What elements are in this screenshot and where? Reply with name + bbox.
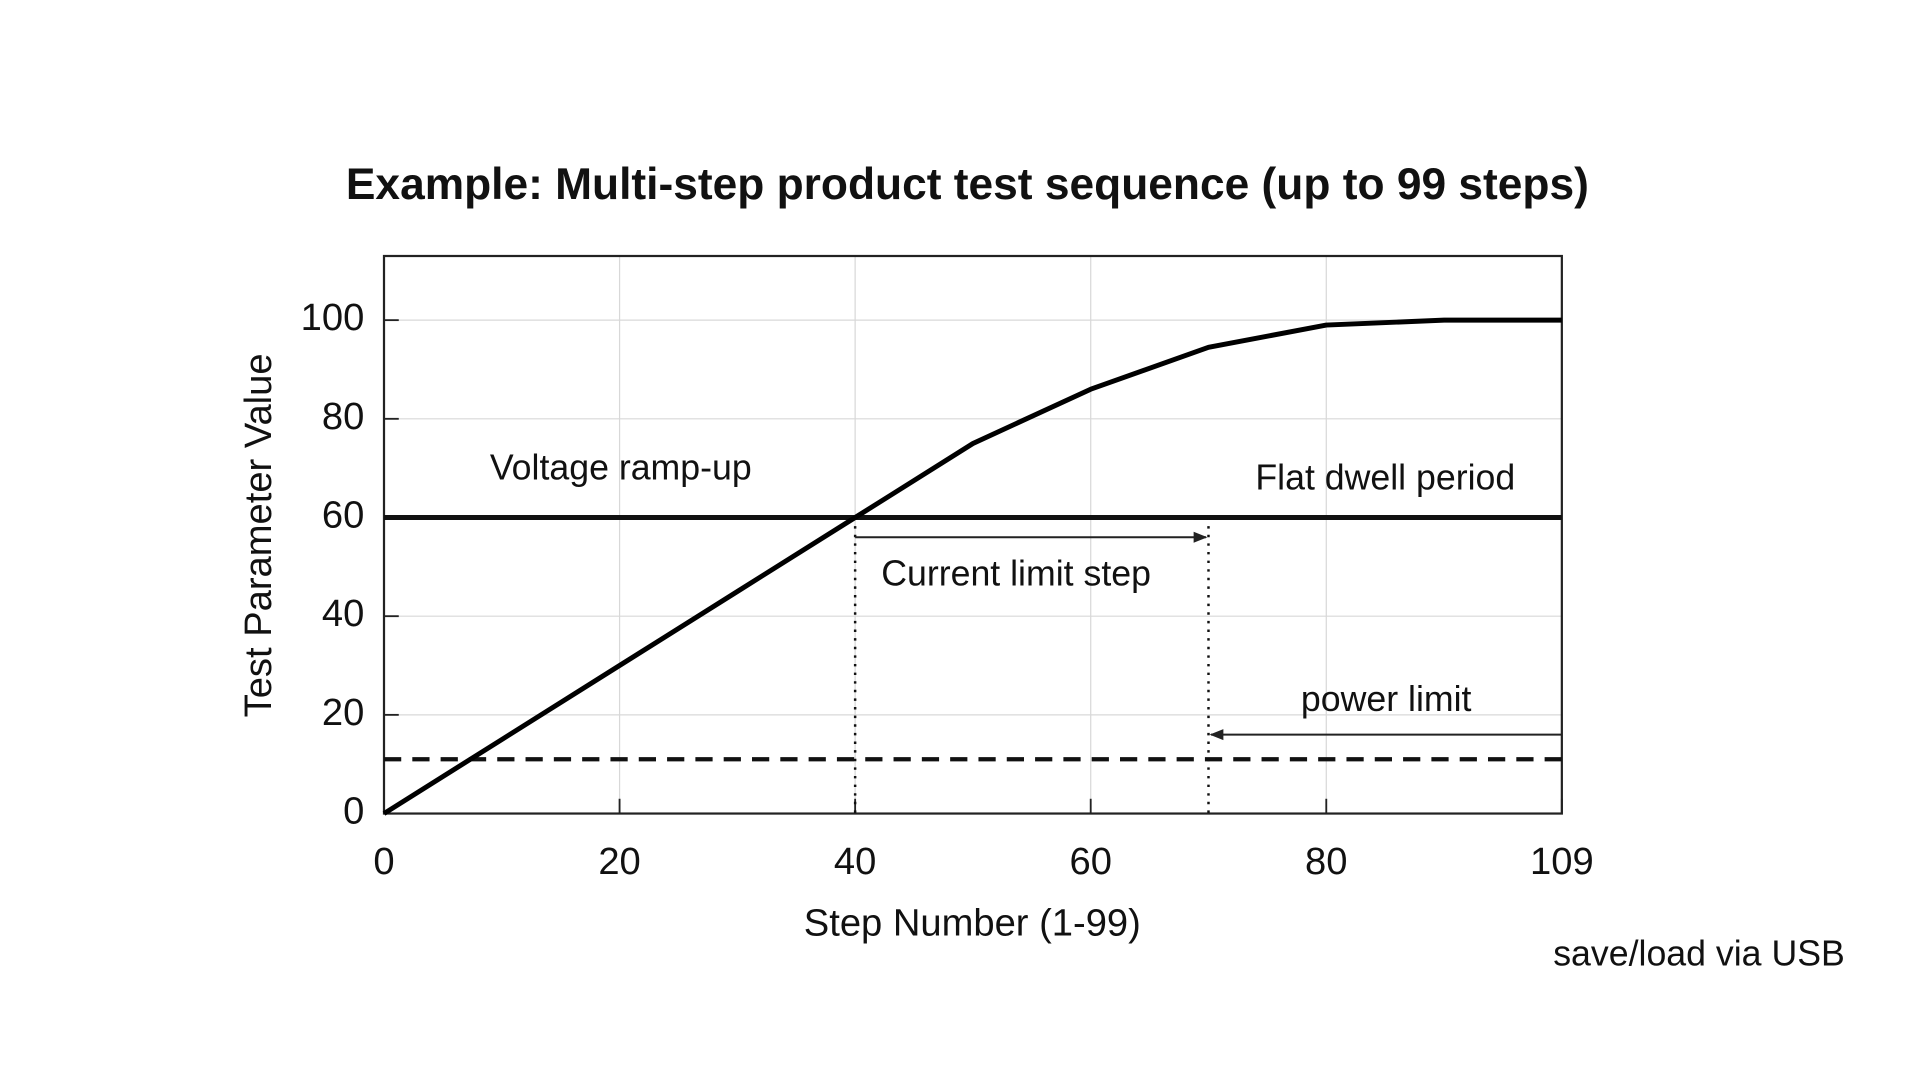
series-line bbox=[382, 317, 1562, 816]
x-tick-label: 40 bbox=[834, 840, 876, 883]
x-tick-label: 80 bbox=[1305, 840, 1347, 883]
x-tick-label: 20 bbox=[598, 840, 640, 883]
x-axis-label: Step Number (1-99) bbox=[804, 902, 1141, 945]
x-tick-label: 109 bbox=[1530, 840, 1594, 883]
chart-title: Example: Multi-step product test sequenc… bbox=[346, 160, 1589, 209]
x-tick-label: 60 bbox=[1069, 840, 1111, 883]
y-axis-label: Test Parameter Value bbox=[237, 353, 280, 717]
annotation: Voltage ramp-up bbox=[490, 448, 752, 488]
annotation: power limit bbox=[1301, 679, 1472, 719]
annotation: save/load via USB bbox=[1553, 934, 1845, 974]
y-tick-label: 20 bbox=[322, 691, 364, 734]
y-tick-label: 80 bbox=[322, 395, 364, 438]
x-tick-label: 0 bbox=[373, 840, 394, 883]
y-tick-label: 60 bbox=[322, 494, 364, 537]
annotation: Current limit step bbox=[881, 553, 1151, 593]
plot-frame bbox=[382, 254, 1563, 815]
y-tick-label: 40 bbox=[322, 592, 364, 635]
y-tick-label: 0 bbox=[343, 790, 364, 833]
annotation: Flat dwell period bbox=[1255, 457, 1515, 497]
y-tick-label: 100 bbox=[301, 296, 365, 339]
